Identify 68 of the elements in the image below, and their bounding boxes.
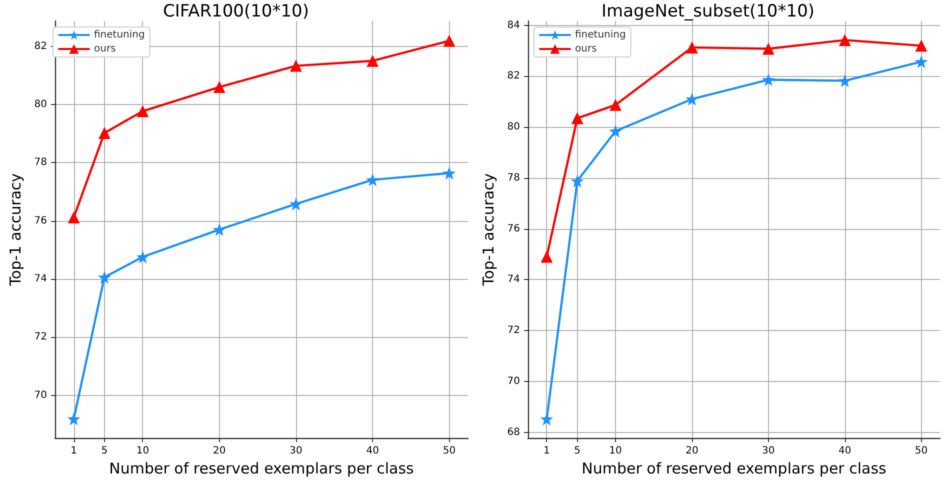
point [914, 40, 927, 52]
legend-label: ours [574, 44, 596, 54]
point [540, 250, 552, 263]
legend-label: ours [94, 44, 116, 54]
x-tick-label: 1 [70, 446, 77, 457]
point [68, 211, 80, 224]
x-tick-label: 20 [685, 446, 698, 457]
y-tick-label: 72 [34, 332, 47, 343]
y-axis-title: Top-1 accuracy [479, 173, 497, 287]
chart-title: ImageNet_subset(10*10) [600, 2, 814, 22]
y-tick-label: 84 [506, 20, 520, 31]
point [136, 250, 150, 264]
y-tick-label: 68 [506, 426, 520, 438]
point [366, 173, 380, 186]
y-tick-label: 80 [506, 122, 520, 133]
point [684, 92, 698, 106]
x-tick-label: 30 [290, 446, 302, 457]
y-tick-label: 82 [506, 70, 520, 82]
x-tick-label: 10 [136, 446, 150, 457]
point [762, 42, 774, 55]
y-tick-label: 82 [34, 40, 47, 52]
point [838, 74, 851, 88]
x-tick-label: 1 [543, 446, 550, 457]
point [98, 270, 111, 284]
point [212, 223, 226, 236]
point [67, 412, 80, 426]
legend-label: finetuning [574, 30, 626, 40]
point [570, 174, 584, 188]
point [570, 112, 583, 124]
point [761, 73, 774, 86]
chart-title: CIFAR100(10*10) [162, 2, 310, 22]
point [685, 41, 698, 54]
point [838, 34, 850, 46]
y-tick-label: 72 [506, 325, 520, 336]
y-tick-label: 74 [506, 274, 520, 286]
point [290, 60, 302, 72]
point [213, 81, 226, 94]
point [289, 197, 302, 210]
y-tick-label: 78 [34, 157, 47, 168]
legend-label: finetuning [94, 30, 145, 40]
point [366, 54, 379, 67]
x-tick-label: 40 [838, 446, 851, 457]
x-tick-label: 50 [442, 446, 456, 457]
x-tick-label: 20 [212, 446, 226, 457]
y-tick-label: 70 [34, 390, 47, 401]
x-axis-title: Number of reserved exemplars per class [581, 460, 886, 478]
point [443, 34, 456, 47]
point [608, 124, 622, 138]
x-axis-title: Number of reserved exemplars per class [109, 460, 414, 478]
y-tick-label: 80 [34, 98, 47, 110]
point [442, 166, 456, 180]
y-tick-label: 70 [506, 376, 520, 387]
point [136, 105, 149, 118]
y-tick-label: 74 [34, 273, 47, 284]
x-tick-label: 50 [914, 446, 928, 457]
point [914, 55, 928, 68]
x-tick-label: 40 [366, 446, 379, 457]
x-tick-label: 5 [574, 446, 580, 457]
y-tick-label: 78 [506, 172, 520, 184]
point [609, 98, 622, 111]
y-tick-label: 76 [506, 223, 520, 234]
y-axis-title: Top-1 accuracy [6, 173, 24, 287]
x-tick-label: 30 [762, 446, 774, 457]
y-tick-label: 76 [34, 215, 47, 226]
point [98, 126, 110, 139]
point [540, 412, 553, 426]
x-tick-label: 5 [101, 446, 108, 457]
x-tick-label: 10 [608, 446, 622, 457]
